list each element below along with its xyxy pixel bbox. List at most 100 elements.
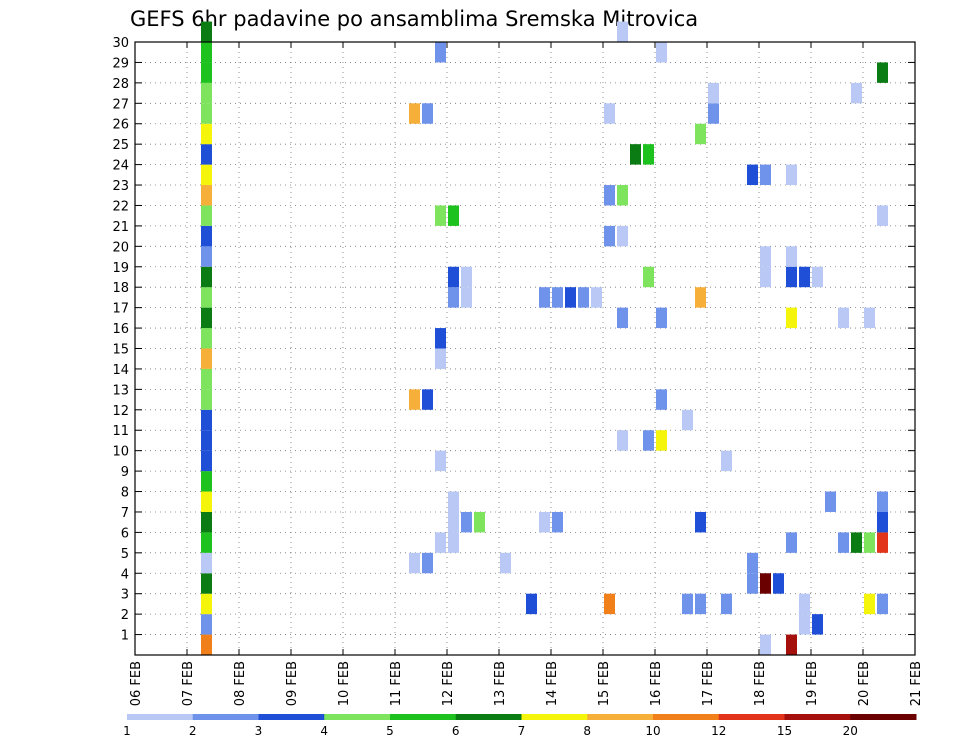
- heatmap-cell: [201, 409, 212, 431]
- heatmap-cell: [695, 123, 706, 145]
- heatmap-cell: [201, 185, 212, 206]
- colorbar-label: 4: [320, 724, 328, 738]
- heatmap-cell: [539, 287, 550, 308]
- x-tick-label: 15 FEB: [597, 661, 612, 706]
- heatmap-cell: [825, 491, 836, 512]
- y-tick-label: 14: [112, 363, 129, 378]
- heatmap-cell: [708, 103, 719, 124]
- x-tick-label: 10 FEB: [337, 661, 352, 706]
- x-tick-label: 06 FEB: [129, 661, 144, 706]
- heatmap-cell: [201, 82, 212, 104]
- y-tick-label: 25: [112, 138, 129, 153]
- heatmap-cell: [591, 287, 602, 308]
- heatmap-cell: [435, 450, 446, 472]
- x-tick-label: 09 FEB: [285, 661, 300, 706]
- heatmap-cell: [786, 246, 797, 267]
- heatmap-cell: [409, 389, 420, 410]
- grid-layer: [135, 41, 915, 655]
- heatmap-cell: [786, 634, 797, 655]
- colorbar-segment: [718, 714, 785, 720]
- heatmap-cell: [435, 348, 446, 369]
- heatmap-cell: [877, 491, 888, 512]
- y-axis: 1234567891011121314151617181920212223242…: [112, 36, 915, 644]
- heatmap-cell: [877, 593, 888, 615]
- heatmap-cell: [747, 552, 758, 574]
- colorbar-label: 5: [386, 724, 394, 738]
- colorbar-label: 7: [518, 724, 526, 738]
- y-tick-label: 12: [112, 404, 129, 419]
- heatmap-cell: [201, 205, 212, 226]
- heatmap-cell: [682, 409, 693, 431]
- heatmap-cell: [201, 511, 212, 533]
- heatmap-cell: [448, 287, 459, 308]
- heatmap-cell: [643, 430, 654, 451]
- x-tick-label: 08 FEB: [233, 661, 248, 706]
- y-tick-label: 15: [112, 343, 129, 358]
- heatmap-cell: [838, 307, 849, 329]
- x-tick-label: 17 FEB: [701, 661, 716, 706]
- heatmap-cell: [864, 532, 875, 553]
- x-tick-label: 13 FEB: [493, 661, 508, 706]
- y-tick-label: 22: [112, 199, 129, 214]
- heatmap-cell: [201, 287, 212, 308]
- y-tick-label: 4: [121, 567, 129, 582]
- heatmap-cell: [435, 532, 446, 553]
- x-tick-label: 20 FEB: [857, 661, 872, 706]
- x-tick-label: 07 FEB: [181, 661, 196, 706]
- heatmap-cell: [838, 532, 849, 553]
- y-tick-label: 2: [121, 608, 129, 623]
- heatmap-cell: [539, 511, 550, 533]
- heatmap-cell: [500, 552, 511, 574]
- colorbar-segment: [455, 714, 522, 720]
- colorbar-segment: [850, 714, 917, 720]
- colorbar-segment: [521, 714, 588, 720]
- heatmap-cell: [617, 21, 628, 42]
- heatmap-cell: [617, 307, 628, 329]
- colorbar-label: 6: [452, 724, 460, 738]
- y-tick-label: 8: [121, 486, 129, 501]
- heatmap-cell: [760, 246, 771, 267]
- heatmap-cell: [201, 266, 212, 288]
- heatmap-cell: [461, 287, 472, 308]
- y-tick-label: 29: [112, 56, 129, 71]
- y-tick-label: 20: [112, 240, 129, 255]
- y-tick-label: 6: [121, 526, 129, 541]
- heatmap-cell: [448, 266, 459, 288]
- heatmap-cell: [201, 614, 212, 635]
- y-tick-label: 9: [121, 465, 129, 480]
- heatmap-cell: [201, 103, 212, 124]
- colorbar-segment: [587, 714, 654, 720]
- y-tick-label: 5: [121, 547, 129, 562]
- heatmap-cell: [695, 287, 706, 308]
- heatmap-cell: [617, 225, 628, 247]
- heatmap-cell: [201, 144, 212, 165]
- heatmap-cell: [760, 573, 771, 594]
- y-tick-label: 10: [112, 445, 129, 460]
- heatmap-cell: [201, 532, 212, 553]
- heatmap-cell: [617, 185, 628, 206]
- heatmap-cell: [695, 511, 706, 533]
- heatmap-cell: [682, 593, 693, 615]
- heatmap-cell: [786, 307, 797, 329]
- colorbar-segment: [258, 714, 325, 720]
- colorbar-label: 10: [645, 724, 660, 738]
- heatmap-cell: [812, 614, 823, 635]
- heatmap-cell: [448, 491, 459, 512]
- heatmap-cell: [760, 164, 771, 186]
- heatmap-cell: [851, 532, 862, 553]
- heatmap-cell: [851, 82, 862, 104]
- heatmap-cell: [461, 511, 472, 533]
- heatmap-cell: [435, 205, 446, 226]
- heatmap-cell: [643, 266, 654, 288]
- heatmap-cell: [617, 430, 628, 451]
- heatmap-cell: [201, 368, 212, 390]
- heatmap-cell: [799, 614, 810, 635]
- heatmap-cell: [786, 532, 797, 553]
- colorbar-segment: [390, 714, 457, 720]
- colorbar-segment: [784, 714, 851, 720]
- heatmap-cell: [877, 511, 888, 533]
- heatmap-cell: [695, 593, 706, 615]
- heatmap-cell: [422, 389, 433, 410]
- heatmap-cell: [435, 42, 446, 63]
